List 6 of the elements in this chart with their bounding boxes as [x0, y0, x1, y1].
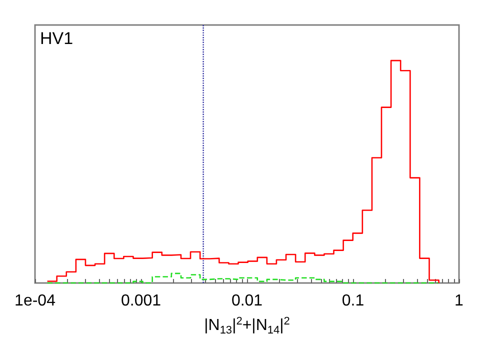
x-tick-label: 1e-04	[14, 292, 56, 310]
x-tick-label: 0.01	[231, 292, 263, 310]
x-tick-label: 0.001	[120, 292, 162, 310]
x-tick-label: 1	[454, 292, 464, 310]
x-tick-label: 0.1	[342, 292, 364, 310]
text: HV1	[40, 29, 74, 48]
